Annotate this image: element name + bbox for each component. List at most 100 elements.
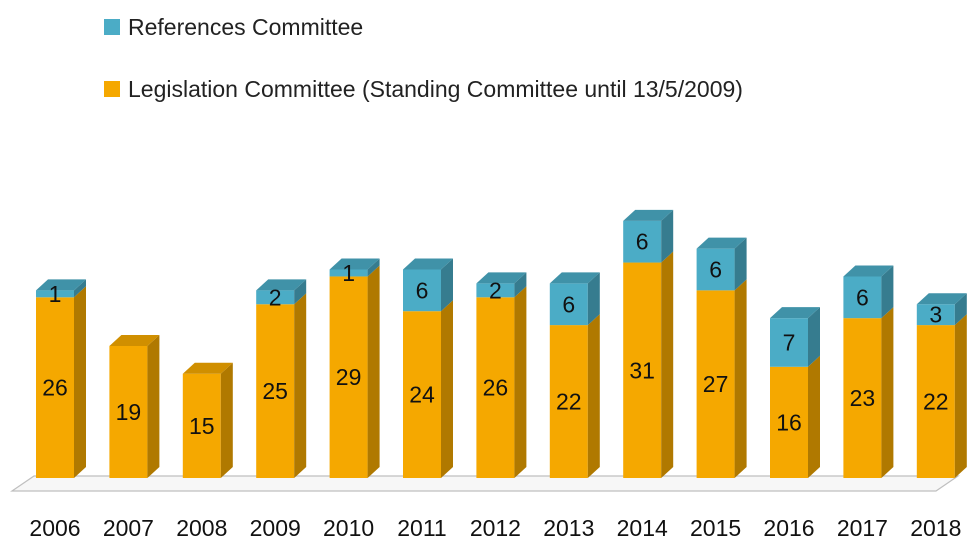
legend-label-references: References Committee — [128, 14, 363, 40]
x-axis-ticks: 2006 2007 2008 2009 2010 2011 2012 2013 2014 2015… — [29, 515, 961, 541]
bar-legislation-2015-side — [734, 279, 747, 478]
x-tick-2011: 2011 — [397, 515, 446, 541]
bar-legislation-2012-front — [476, 297, 515, 478]
bar-references-2016-front — [770, 318, 808, 367]
bar-references-2018-side — [954, 293, 967, 326]
data-label-references-2016: 7 — [783, 329, 796, 355]
bar-2008: 15 — [182, 362, 233, 478]
bar-references-2017-front — [843, 276, 882, 319]
bar-references-2015-top — [696, 237, 747, 249]
x-tick-2012: 2012 — [470, 515, 521, 541]
x-tick-2016: 2016 — [763, 515, 814, 541]
bar-legislation-2010-side — [367, 265, 380, 478]
bar-references-2006-front — [36, 290, 74, 298]
bar-references-2014-front — [623, 220, 662, 263]
bar-references-2011-top — [403, 258, 453, 270]
bar-references-2013-side — [587, 272, 600, 326]
chart-floor — [10, 475, 960, 492]
bar-legislation-2010-front — [329, 276, 368, 478]
data-label-legislation-2007: 19 — [116, 399, 142, 425]
bar-references-2013-top — [549, 272, 600, 284]
bar-references-2017-side — [881, 265, 894, 319]
bar-legislation-2006-side — [74, 286, 86, 478]
bar-2014: 31 6 — [623, 209, 674, 478]
bar-references-2013-front — [549, 283, 588, 326]
bar-legislation-2007-top — [109, 334, 160, 346]
data-label-legislation-2016: 16 — [776, 409, 802, 435]
data-label-legislation-2014: 31 — [629, 357, 655, 383]
bar-references-2012-side — [514, 272, 527, 298]
bar-2006: 26 1 — [36, 279, 86, 478]
bar-legislation-2011-front — [403, 311, 441, 478]
x-tick-2006: 2006 — [29, 515, 80, 541]
x-tick-2017: 2017 — [837, 515, 888, 541]
bar-2016: 16 7 — [770, 307, 820, 478]
bar-references-2011-side — [441, 258, 453, 312]
x-tick-2014: 2014 — [617, 515, 668, 541]
data-label-legislation-2017: 23 — [850, 385, 876, 411]
bar-legislation-2008-top — [182, 362, 233, 374]
bar-2011: 24 6 — [403, 258, 453, 478]
data-label-legislation-2015: 27 — [703, 371, 729, 397]
bar-references-2009-side — [294, 279, 307, 305]
bar-2018: 22 3 — [916, 293, 967, 478]
bar-2009: 25 2 — [256, 279, 307, 478]
data-label-references-2006: 1 — [49, 281, 62, 307]
x-tick-2013: 2013 — [543, 515, 594, 541]
bar-legislation-2014-front — [623, 262, 662, 478]
bar-legislation-2017-side — [881, 307, 894, 478]
bar-references-2006-top — [36, 279, 86, 291]
x-tick-2010: 2010 — [323, 515, 374, 541]
bar-legislation-2017-front — [843, 318, 882, 478]
bar-legislation-2009-front — [256, 304, 295, 478]
bar-2007: 19 — [109, 334, 160, 478]
data-label-legislation-2009: 25 — [262, 378, 288, 404]
bar-references-2014-side — [661, 209, 674, 263]
bar-legislation-2006-front — [36, 297, 74, 478]
bar-references-2014-top — [623, 209, 674, 221]
x-tick-2009: 2009 — [250, 515, 301, 541]
bar-legislation-2008-front — [182, 373, 221, 478]
data-label-legislation-2013: 22 — [556, 389, 582, 415]
data-label-legislation-2011: 24 — [409, 382, 435, 408]
data-label-references-2015: 6 — [709, 257, 722, 283]
bar-references-2012-front — [476, 283, 515, 298]
data-label-legislation-2008: 15 — [189, 413, 215, 439]
x-tick-2015: 2015 — [690, 515, 741, 541]
bar-references-2018-front — [916, 304, 955, 326]
bar-references-2015-front — [696, 248, 735, 291]
legend-label-legislation: Legislation Committee (Standing Committe… — [128, 76, 743, 102]
bar-references-2009-front — [256, 290, 295, 305]
data-label-legislation-2018: 22 — [923, 389, 949, 415]
bar-legislation-2016-front — [770, 366, 808, 478]
legend: References Committee Legislation Committe… — [104, 14, 743, 102]
bar-2015: 27 6 — [696, 237, 747, 478]
bar-legislation-2014-side — [661, 251, 674, 478]
bar-references-2009-top — [256, 279, 307, 291]
bar-legislation-2018-side — [954, 314, 967, 478]
bar-2010: 29 1 — [329, 258, 380, 478]
bar-2013: 22 6 — [549, 272, 600, 478]
bar-references-2010-top — [329, 258, 380, 270]
data-label-legislation-2010: 29 — [336, 364, 362, 390]
legend-swatch-references — [104, 19, 120, 35]
bar-references-2018-top — [916, 293, 967, 305]
bar-references-2010-side — [367, 258, 380, 277]
data-label-references-2014: 6 — [636, 229, 649, 255]
bar-legislation-2008-side — [220, 362, 233, 478]
bar-references-2006-side — [74, 279, 86, 298]
data-label-references-2018: 3 — [929, 302, 942, 328]
legend-swatch-legislation — [104, 81, 120, 97]
bar-legislation-2016-side — [808, 355, 820, 478]
bar-references-2016-top — [770, 307, 820, 319]
bar-legislation-2013-front — [549, 325, 588, 478]
data-label-references-2011: 6 — [416, 277, 429, 303]
bar-references-2010-front — [329, 269, 368, 277]
bar-legislation-2015-front — [696, 290, 735, 478]
data-label-legislation-2012: 26 — [483, 375, 509, 401]
data-label-references-2017: 6 — [856, 284, 869, 310]
x-tick-2008: 2008 — [176, 515, 227, 541]
bar-legislation-2007-side — [147, 334, 160, 478]
floor-plane — [10, 475, 960, 492]
